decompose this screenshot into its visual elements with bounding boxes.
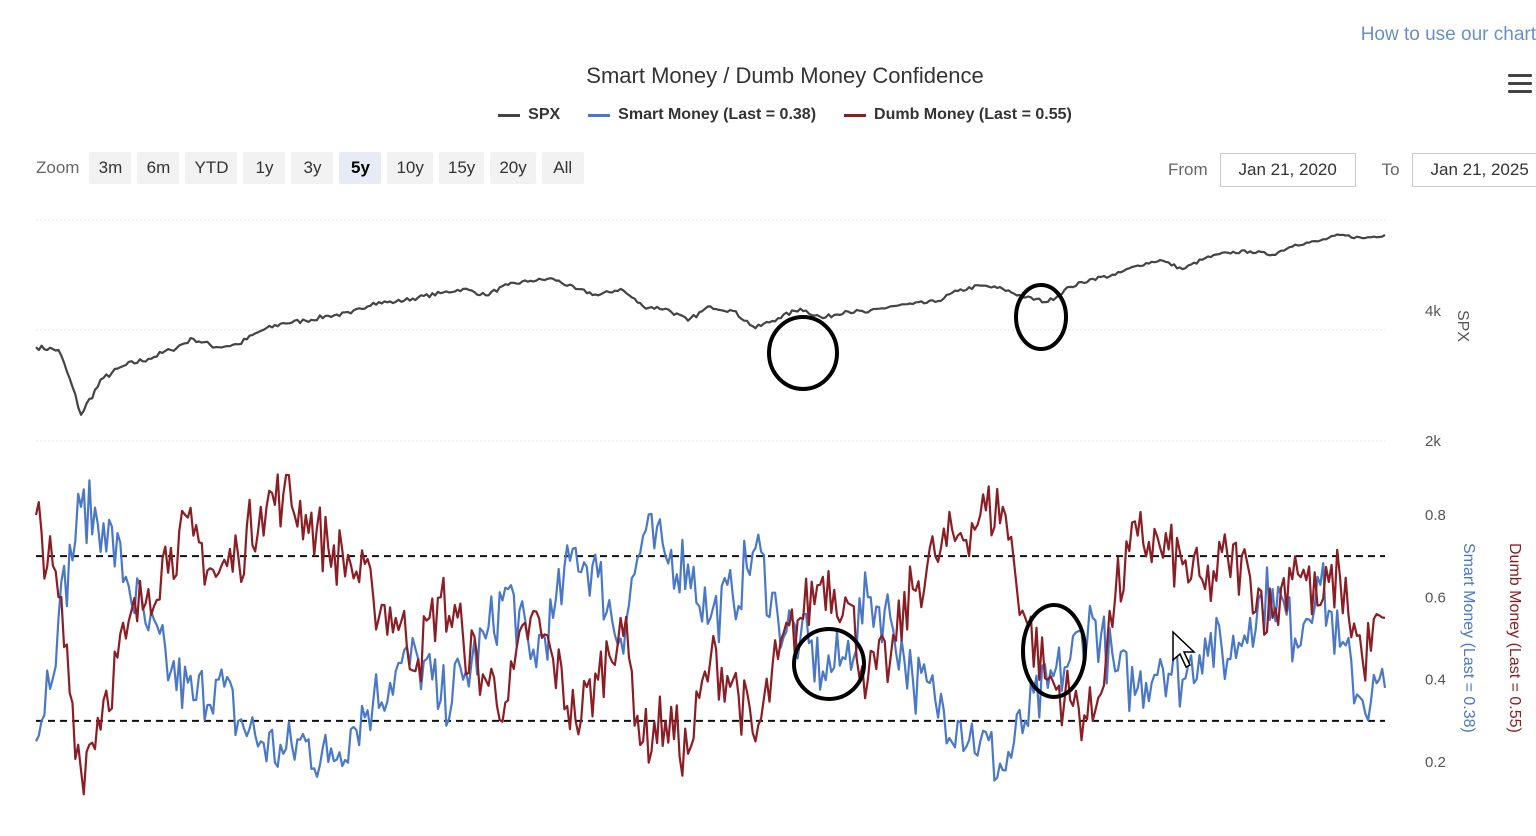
annotation-circle-conf-1	[792, 627, 866, 701]
legend-swatch-spx	[498, 113, 521, 117]
zoom-button-6m[interactable]: 6m	[137, 152, 180, 184]
legend-label-smart-money: Smart Money (Last = 0.38)	[618, 106, 817, 123]
legend-item-spx[interactable]: SPX	[498, 106, 560, 124]
hamburger-menu-icon[interactable]	[1508, 74, 1532, 94]
series-line-spx	[35, 233, 1386, 416]
to-date-input[interactable]	[1411, 153, 1536, 187]
confidence-axis: 0.2 0.4 0.6 0.8	[1425, 507, 1446, 771]
spx-tick-label: 2k	[1425, 433, 1441, 450]
dumb-money-axis-title: Dumb Money (Last = 0.55)	[1506, 543, 1523, 733]
spx-axis-title: SPX	[1454, 310, 1471, 342]
series-line-smart-money	[35, 479, 1387, 782]
spx-axis: 2k 4k	[1425, 303, 1441, 450]
legend-label-spx: SPX	[528, 106, 561, 123]
legend-swatch-dumb-money	[844, 113, 867, 117]
annotation-circle-spx-1	[767, 315, 839, 391]
zoom-button-3y[interactable]: 3y	[291, 152, 334, 184]
annotation-circles	[767, 283, 1087, 701]
mouse-cursor-icon	[1172, 630, 1196, 669]
date-range: From To	[1168, 153, 1536, 187]
zoom-label: Zoom	[36, 158, 80, 177]
confidence-tick-label: 0.2	[1425, 754, 1446, 771]
series-layer	[34, 233, 1387, 796]
zoom-button-10y[interactable]: 10y	[387, 152, 433, 184]
legend-item-smart-money[interactable]: Smart Money (Last = 0.38)	[588, 106, 816, 124]
zoom-bar: Zoom 3m 6m YTD 1y 3y 5y 10y 15y 20y All	[36, 152, 584, 184]
zoom-button-1y[interactable]: 1y	[243, 152, 286, 184]
from-date-input[interactable]	[1219, 153, 1356, 187]
annotation-circle-spx-2	[1014, 283, 1068, 351]
chart-title: Smart Money / Dumb Money Confidence	[586, 63, 984, 88]
spx-tick-label: 4k	[1425, 303, 1441, 320]
legend-swatch-smart-money	[588, 113, 611, 117]
annotation-circle-conf-2	[1021, 603, 1087, 699]
confidence-tick-label: 0.8	[1425, 507, 1446, 524]
zoom-button-all[interactable]: All	[541, 152, 584, 184]
series-line-dumb-money	[34, 473, 1386, 796]
zoom-button-15y[interactable]: 15y	[438, 152, 485, 184]
confidence-tick-label: 0.4	[1425, 672, 1446, 689]
zoom-button-ytd[interactable]: YTD	[185, 152, 238, 184]
from-label: From	[1168, 160, 1208, 179]
legend-item-dumb-money[interactable]: Dumb Money (Last = 0.55)	[844, 106, 1072, 124]
zoom-button-5y[interactable]: 5y	[339, 152, 382, 184]
help-link[interactable]: How to use our chart	[1360, 24, 1536, 45]
zoom-button-3m[interactable]: 3m	[89, 152, 132, 184]
spx-gridlines	[36, 219, 1385, 442]
to-label: To	[1381, 160, 1400, 179]
legend-label-dumb-money: Dumb Money (Last = 0.55)	[874, 106, 1072, 123]
confidence-tick-label: 0.6	[1425, 589, 1446, 606]
reference-lines	[36, 555, 1385, 722]
zoom-button-20y[interactable]: 20y	[490, 152, 536, 184]
chart-legend: SPX Smart Money (Last = 0.38) Dumb Money…	[0, 106, 1536, 124]
smart-money-axis-title: Smart Money (Last = 0.38)	[1460, 543, 1477, 733]
